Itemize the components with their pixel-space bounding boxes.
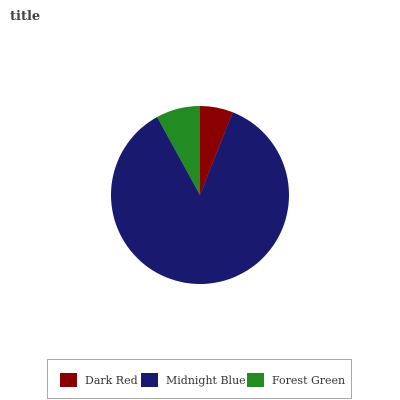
legend-swatch-dark-red	[60, 373, 77, 387]
pie-slice-midnight-blue	[110, 112, 290, 284]
pie-slice-dark-red	[200, 106, 233, 195]
pie-slice-forest-green	[157, 106, 200, 195]
legend-swatch-midnight-blue	[141, 373, 158, 387]
legend-label-dark-red: Dark Red	[85, 373, 138, 387]
legend-swatch-forest-green	[247, 373, 264, 387]
legend-item-forest-green: Forest Green	[247, 373, 345, 387]
legend: Dark Red Midnight Blue Forest Green	[47, 359, 352, 399]
legend-item-midnight-blue: Midnight Blue	[141, 373, 246, 387]
legend-label-midnight-blue: Midnight Blue	[166, 373, 246, 387]
chart-title: title	[10, 9, 41, 24]
legend-item-dark-red: Dark Red	[60, 373, 138, 387]
legend-label-forest-green: Forest Green	[272, 373, 346, 387]
